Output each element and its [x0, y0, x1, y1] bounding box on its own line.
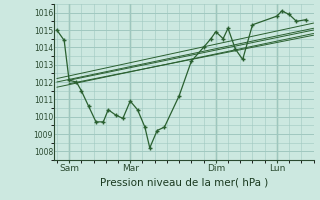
- X-axis label: Pression niveau de la mer( hPa ): Pression niveau de la mer( hPa ): [100, 177, 268, 187]
